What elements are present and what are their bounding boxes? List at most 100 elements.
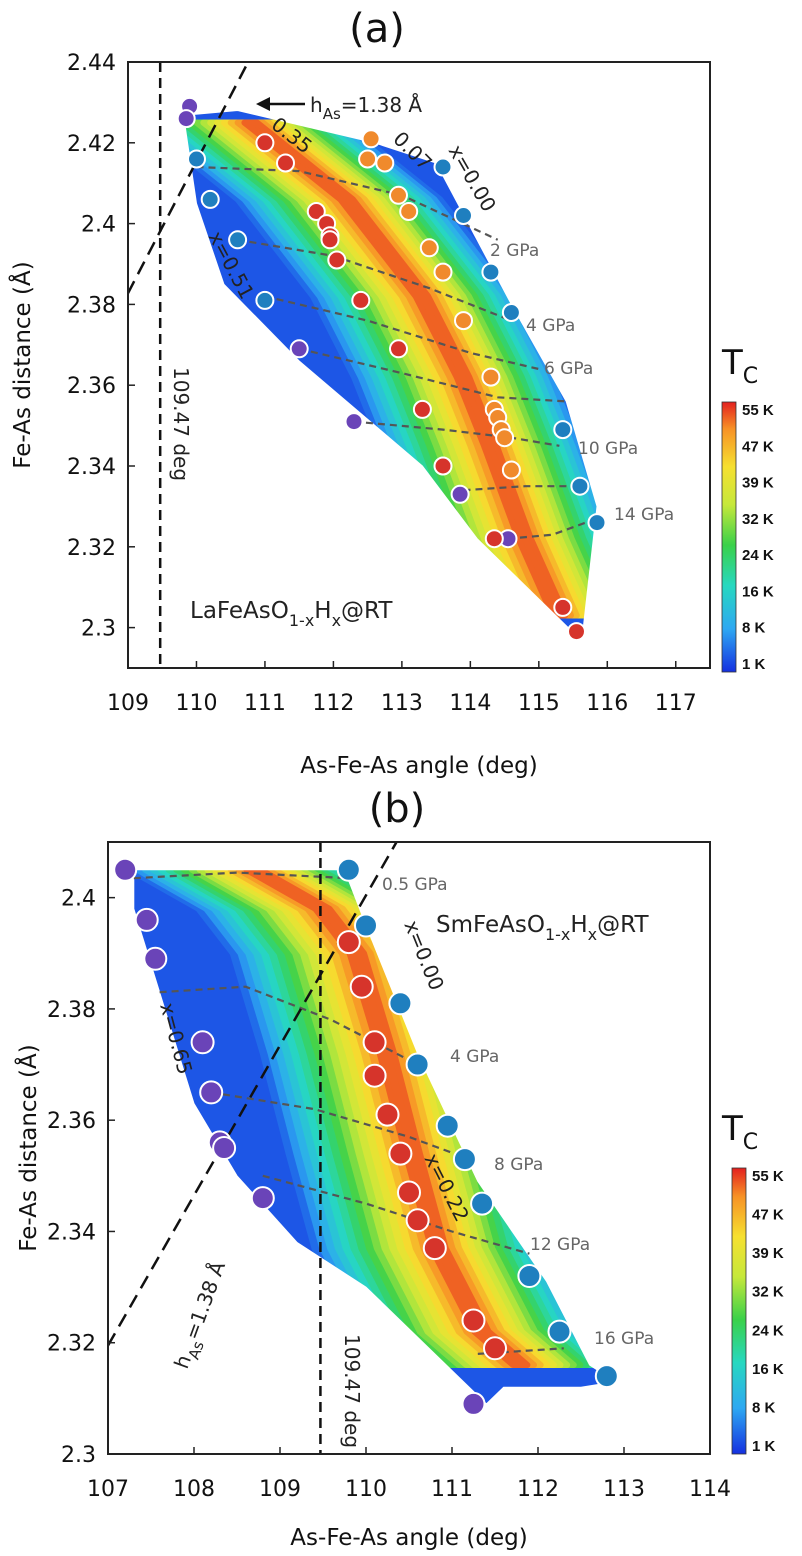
a-colorbar-tick-label: 8 K: [742, 620, 766, 637]
b-colorbar-tick-label: 1 K: [752, 1438, 776, 1455]
a-data-point: [276, 153, 295, 173]
a-colorbar-tick-label: 1 K: [742, 656, 766, 673]
b-data-point: [336, 857, 361, 882]
b-data-point: [336, 930, 361, 955]
b-colorbar-tick-label: 55 K: [752, 1168, 784, 1185]
a-data-point: [176, 109, 196, 129]
panel-a-tetrahedral-label: 109.47 deg: [169, 367, 193, 481]
b-colorbar-tick-label: 32 K: [752, 1284, 784, 1301]
a-data-point: [419, 238, 439, 258]
a-data-point: [361, 129, 381, 149]
a-y-tick-label: 2.4: [81, 213, 116, 238]
panel-a-pressure-10gpa: 10 GPa: [578, 439, 638, 459]
panel-a-has-label: hAs=1.38 Å: [310, 93, 422, 123]
b-data-point: [422, 1236, 447, 1261]
a-y-tick-label: 2.38: [67, 293, 116, 318]
a-data-point: [200, 189, 220, 209]
b-data-point: [452, 1147, 477, 1172]
b-data-point: [483, 1336, 507, 1361]
a-isobar-line: [298, 347, 567, 403]
a-y-tick-label: 2.44: [67, 51, 116, 76]
panel-a-has-arrowhead: [256, 97, 270, 111]
b-data-point: [362, 1063, 387, 1088]
a-data-point: [399, 202, 419, 221]
b-colorbar-tick-label: 24 K: [752, 1322, 784, 1339]
a-isobar-line: [237, 238, 512, 322]
a-x-tick-label: 117: [655, 691, 697, 716]
panel-b-colorbar: TC 55 K 47 K 39 K 32 K 24 K 16 K 8 K 1 K: [721, 1109, 784, 1455]
a-data-point: [587, 513, 607, 533]
a-data-point: [501, 460, 521, 480]
a-colorbar-tick-label: 39 K: [742, 475, 774, 492]
b-data-point: [199, 1080, 224, 1105]
a-isobar-line: [196, 165, 499, 241]
a-x-tick-label: 114: [449, 691, 491, 716]
panel-b-x-axis-title: As-Fe-As angle (deg): [290, 1525, 527, 1551]
b-data-point: [405, 1208, 430, 1233]
b-data-point: [435, 1113, 460, 1138]
panel-b-label: (b): [369, 786, 426, 832]
a-data-point: [495, 428, 515, 448]
b-x-tick-label: 110: [345, 1477, 387, 1502]
a-data-point: [412, 399, 432, 419]
b-y-tick-label: 2.4: [61, 887, 96, 912]
b-x-tick-label: 107: [87, 1477, 129, 1502]
a-data-point: [433, 456, 453, 476]
a-data-point: [481, 367, 501, 387]
b-y-tick-label: 2.3: [61, 1443, 96, 1468]
a-data-point: [255, 290, 275, 310]
a-data-point: [454, 206, 473, 225]
a-data-point: [450, 484, 470, 504]
a-colorbar-tick-label: 16 K: [742, 583, 774, 600]
b-x-tick-label: 108: [173, 1477, 215, 1502]
a-data-point: [289, 339, 309, 359]
a-data-point: [358, 149, 378, 169]
panel-b-sample-label: SmFeAsO1-xHx@RT: [436, 912, 649, 944]
b-data-point: [143, 946, 168, 971]
a-data-point: [344, 412, 364, 432]
panel-a-y-axis-title: Fe-As distance (Å): [8, 261, 36, 468]
a-x-tick-label: 109: [107, 691, 149, 716]
a-isobar-line: [507, 517, 598, 540]
a-has-line: [128, 62, 250, 296]
b-colorbar-tick-label: 8 K: [752, 1399, 776, 1416]
a-colorbar-tick-label: 47 K: [742, 438, 774, 455]
b-data-point: [212, 1136, 237, 1160]
b-y-tick-label: 2.34: [47, 1220, 96, 1245]
b-x-tick-label: 111: [431, 1477, 473, 1502]
b-data-point: [134, 907, 159, 932]
b-data-point: [250, 1186, 275, 1211]
panel-a-label: (a): [349, 6, 405, 52]
panel-b-colorbar-title: TC: [721, 1109, 758, 1155]
b-data-point: [470, 1191, 495, 1216]
b-data-point: [461, 1308, 486, 1333]
b-data-point: [354, 913, 378, 938]
a-data-point: [389, 185, 408, 205]
a-data-point: [320, 230, 340, 250]
panel-b-pressure-12gpa: 12 GPa: [530, 1235, 590, 1255]
panel-a-pressure-4gpa: 4 GPa: [526, 316, 575, 336]
panel-b-pressure-05gpa: 0.5 GPa: [382, 875, 448, 895]
b-data-point: [190, 1030, 215, 1055]
a-data-point: [553, 597, 573, 617]
b-isobar-line: [211, 1091, 470, 1161]
b-x-tick-label: 112: [517, 1477, 559, 1502]
b-data-point: [362, 1030, 387, 1055]
b-y-tick-label: 2.36: [47, 1109, 96, 1134]
a-colorbar-tick-label: 55 K: [742, 402, 774, 419]
a-data-point: [351, 290, 371, 310]
a-x-tick-label: 110: [175, 691, 217, 716]
a-colorbar-tick-label: 24 K: [742, 547, 774, 564]
b-y-tick-label: 2.32: [47, 1332, 96, 1357]
panel-b-y-axis-title: Fe-As distance (Å): [14, 1044, 42, 1251]
a-x-tick-label: 112: [312, 691, 354, 716]
panel-a-colorbar-title: TC: [721, 343, 758, 389]
a-data-point: [481, 262, 501, 282]
b-data-point: [594, 1364, 619, 1389]
panel-a-plot-frame: [127, 61, 711, 669]
b-data-point: [461, 1391, 486, 1416]
a-data-point: [501, 303, 521, 322]
b-data-point: [517, 1264, 542, 1288]
a-x-tick-label: 111: [244, 691, 286, 716]
panel-a-x-axis-title: As-Fe-As angle (deg): [300, 753, 537, 779]
